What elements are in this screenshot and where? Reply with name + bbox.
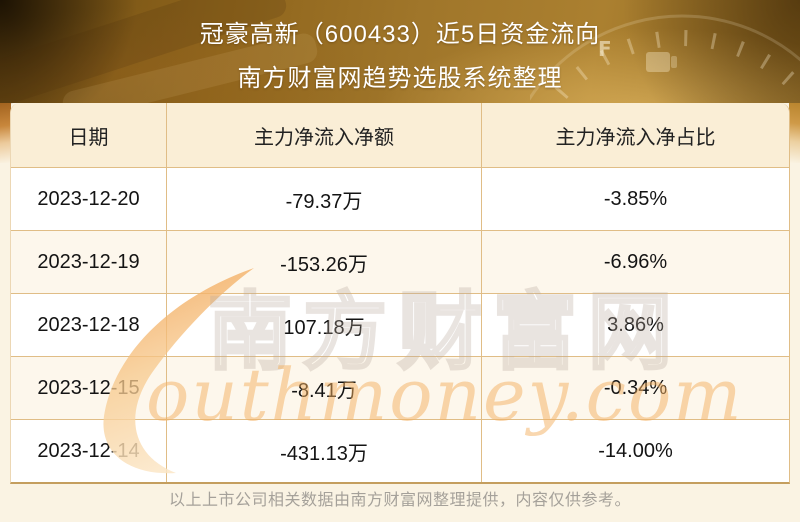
net-inflow-cell: -8.41万 [167,357,482,419]
net-inflow-value: 107.18万 [283,316,365,339]
net-ratio-cell: -3.85% [482,168,789,230]
disclaimer-text: 以上上市公司相关数据由南方财富网整理提供，内容仅供参考。 [168,492,631,509]
net-inflow-cell: -79.37万 [167,168,482,230]
net-ratio-cell: -6.96% [482,231,789,293]
date-value: 2023-12-20 [37,187,140,210]
net-ratio-value: -14.00% [598,439,673,462]
net-inflow-cell: -153.26万 [167,231,482,293]
column-header-date-label: 日期 [68,126,109,149]
date-cell: 2023-12-20 [11,168,167,230]
net-ratio-cell: -14.00% [482,420,789,482]
date-value: 2023-12-14 [37,439,140,462]
net-inflow-value: -79.37万 [285,190,363,213]
column-header-date: 日期 [11,103,167,167]
net-ratio-value: -3.85% [603,187,668,210]
date-value: 2023-12-15 [37,376,140,399]
date-cell: 2023-12-14 [11,420,167,482]
net-ratio-cell: 3.86% [482,294,789,356]
table-row: 2023-12-18 107.18万 3.86% [11,294,789,357]
date-cell: 2023-12-15 [11,357,167,419]
date-value: 2023-12-19 [37,250,140,273]
net-ratio-cell: -0.34% [482,357,789,419]
net-inflow-value: -8.41万 [291,379,357,402]
banner-right-curve-decoration [789,103,800,163]
table-row: 2023-12-14 -431.13万 -14.00% [11,420,789,482]
net-inflow-cell: 107.18万 [167,294,482,356]
net-ratio-value: -0.34% [603,376,668,399]
fuel-gauge-icon: F [530,14,800,103]
date-value: 2023-12-18 [37,313,140,336]
page-title: 冠豪高新（600433）近5日资金流向 [199,21,601,48]
net-ratio-value: -6.96% [603,250,668,273]
net-ratio-value: 3.86% [607,313,664,336]
table-header-row: 日期 主力净流入净额 主力净流入净占比 [11,103,789,168]
net-inflow-cell: -431.13万 [167,420,482,482]
net-inflow-value: -153.26万 [280,253,368,276]
title-block: 冠豪高新（600433）近5日资金流向 南方财富网趋势选股系统整理 [0,0,800,103]
fund-flow-table: 日期 主力净流入净额 主力净流入净占比 2023-12-20 -79.37万 -… [10,103,790,484]
net-inflow-value: -431.13万 [280,442,368,465]
table-row: 2023-12-15 -8.41万 -0.34% [11,357,789,420]
column-header-net-inflow-label: 主力净流入净额 [254,126,394,149]
date-cell: 2023-12-19 [11,231,167,293]
header-banner: F 冠豪高新（600433）近5日资金流向 南方财富网趋势选股系统整理 [0,0,800,124]
column-header-net-ratio-label: 主力净流入净占比 [555,126,716,149]
column-header-net-ratio: 主力净流入净占比 [482,103,789,167]
table-row: 2023-12-20 -79.37万 -3.85% [11,168,789,231]
column-header-net-inflow: 主力净流入净额 [167,103,482,167]
banner-left-curve-decoration [0,103,11,163]
table-row: 2023-12-19 -153.26万 -6.96% [11,231,789,294]
svg-text:F: F [598,37,612,61]
date-cell: 2023-12-18 [11,294,167,356]
page-subtitle: 南方财富网趋势选股系统整理 [237,65,563,92]
